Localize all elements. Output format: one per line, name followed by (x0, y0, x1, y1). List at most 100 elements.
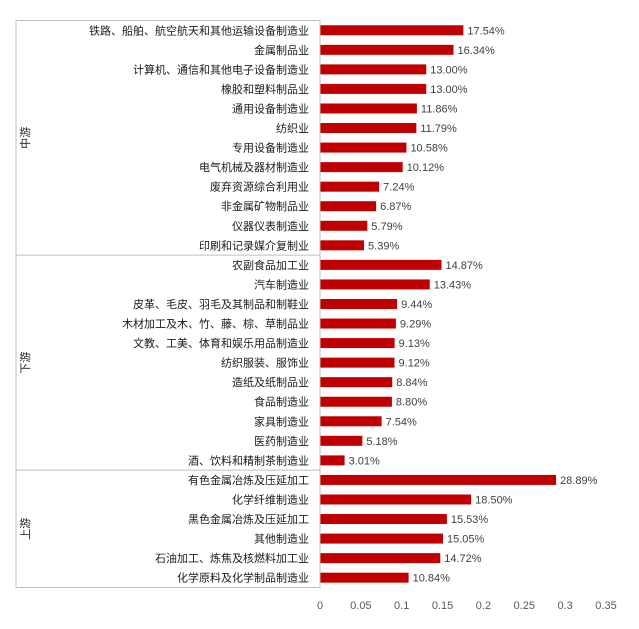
category-label: 仪器仪表制造业 (232, 219, 309, 233)
category-label: 电气机械及器材制造业 (199, 160, 309, 174)
data-label: 14.72% (444, 553, 482, 565)
category-label: 酒、饮料和精制茶制造业 (188, 453, 309, 467)
x-tick-label: 0.2 (476, 600, 491, 612)
category-label: 通用设备制造业 (232, 101, 309, 115)
bars (320, 25, 557, 583)
x-tick-label: 0.3 (557, 600, 572, 612)
data-label: 3.01% (349, 455, 380, 467)
data-label: 8.84% (396, 377, 427, 389)
x-tick-label: 0.1 (394, 600, 409, 612)
bar (320, 259, 442, 270)
category-label: 非金属矿物制品业 (221, 199, 309, 213)
x-tick-label: 0.05 (350, 600, 371, 612)
data-label: 15.05% (447, 534, 485, 546)
bar (320, 416, 382, 427)
bar (320, 44, 454, 55)
x-tick-label: 0.25 (514, 600, 535, 612)
data-label: 13.43% (434, 279, 472, 291)
category-label: 木材加工及木、竹、藤、棕、草制品业 (122, 317, 309, 331)
data-label: 8.80% (396, 397, 427, 409)
data-label: 7.54% (386, 416, 417, 428)
bar (320, 553, 441, 564)
bar (320, 220, 368, 231)
bar (320, 572, 409, 583)
data-label: 11.79% (420, 123, 457, 135)
bar (320, 25, 464, 36)
bar (320, 494, 472, 505)
data-label: 9.12% (399, 358, 430, 370)
data-label: 14.87% (446, 260, 484, 272)
group-label: 下游 (19, 352, 32, 374)
bar (320, 123, 417, 134)
category-label: 家具制造业 (254, 414, 309, 428)
bar (320, 318, 396, 329)
bar (320, 298, 398, 309)
group-label: 上游 (19, 518, 32, 540)
bar (320, 83, 427, 94)
category-label: 专用设备制造业 (232, 141, 309, 155)
category-label: 造纸及纸制品业 (232, 375, 309, 389)
bar (320, 338, 395, 349)
category-label: 铁路、船舶、航空航天和其他运输设备制造业 (89, 23, 309, 37)
category-label: 食品制造业 (254, 395, 309, 409)
category-label: 其他制造业 (254, 532, 309, 546)
bar (320, 181, 380, 192)
group-separators (16, 20, 320, 588)
data-label: 9.13% (399, 338, 430, 350)
bar (320, 474, 557, 485)
bar (320, 357, 395, 368)
x-axis: 0 0.05 0.1 0.15 0.2 0.25 0.3 0.35 (15, 20, 617, 612)
data-label: 15.53% (451, 514, 489, 526)
data-label: 13.00% (430, 84, 468, 96)
category-label: 化学纤维制造业 (232, 492, 309, 506)
data-label: 17.54% (467, 25, 505, 37)
category-labels: 铁路、船舶、航空航天和其他运输设备制造业金属制品业计算机、通信和其他电子设备制造… (89, 23, 309, 584)
data-label: 5.18% (366, 436, 397, 448)
bar (320, 142, 407, 153)
data-label: 18.50% (475, 494, 513, 506)
category-label: 汽车制造业 (254, 277, 309, 291)
category-label: 农副食品加工业 (232, 258, 309, 272)
data-label: 10.58% (410, 143, 448, 155)
category-label: 废弃资源综合利用业 (210, 180, 309, 194)
data-label: 7.24% (383, 182, 414, 194)
category-label: 有色金属冶炼及压延加工 (188, 473, 309, 487)
category-label: 化学原料及化学制品制造业 (177, 571, 309, 585)
data-label: 6.87% (380, 201, 411, 213)
value-labels: 17.54% 16.34% 13.00% 13.00% 11.86% 11.79% 10.5… (349, 25, 598, 584)
category-label: 文教、工美、体育和娱乐用品制造业 (133, 336, 309, 350)
bar (320, 377, 393, 388)
category-label: 皮革、毛皮、羽毛及其制品和制鞋业 (133, 297, 309, 311)
data-label: 28.89% (560, 475, 598, 487)
category-label: 橡胶和塑料制品业 (221, 82, 309, 96)
data-label: 13.00% (430, 64, 468, 76)
bar (320, 64, 427, 75)
x-tick-label: 0 (317, 600, 323, 612)
bar (320, 162, 403, 173)
category-label: 石油加工、炼焦及核燃料加工业 (155, 551, 309, 565)
bar (320, 240, 365, 251)
x-tick-label: 0.15 (432, 600, 453, 612)
category-label: 计算机、通信和其他电子设备制造业 (133, 62, 309, 76)
category-label: 纺织服装、服饰业 (221, 356, 309, 370)
group-label: 中游 (19, 127, 32, 149)
category-label: 金属制品业 (254, 43, 309, 57)
bar (320, 455, 345, 466)
category-label: 印刷和记录媒介复制业 (199, 238, 309, 252)
data-label: 11.86% (421, 103, 458, 115)
bar (320, 533, 443, 544)
data-label: 9.29% (400, 319, 431, 331)
data-label: 9.44% (401, 299, 432, 311)
data-label: 10.12% (407, 162, 445, 174)
bar (320, 396, 392, 407)
bar (320, 103, 417, 114)
data-label: 10.84% (413, 573, 451, 585)
bar (320, 514, 447, 525)
category-label: 医药制造业 (254, 434, 309, 448)
data-label: 16.34% (458, 45, 496, 57)
bar (320, 279, 430, 290)
data-label: 5.79% (371, 221, 402, 233)
category-label: 纺织业 (276, 121, 309, 135)
